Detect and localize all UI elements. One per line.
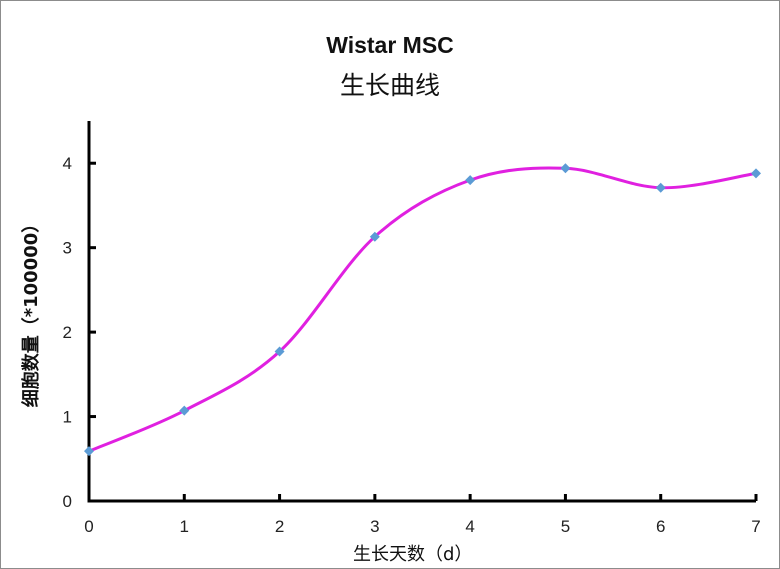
y-tick-label: 4 xyxy=(63,154,72,173)
data-point-marker xyxy=(465,175,476,186)
x-tick-label: 2 xyxy=(275,517,284,536)
data-point-marker xyxy=(84,446,94,457)
data-point-marker xyxy=(369,231,380,242)
chart-subtitle: 生长曲线 xyxy=(339,71,440,100)
chart-title: Wistar MSC xyxy=(326,32,454,58)
y-tick-label: 2 xyxy=(63,323,72,342)
x-tick-label: 0 xyxy=(84,517,93,536)
tick-labels: 0 1 2 3 4 0 1 2 3 4 5 6 7 xyxy=(63,154,761,536)
x-tick-label: 1 xyxy=(180,517,189,536)
x-tick-label: 6 xyxy=(656,517,665,536)
y-axis-label: 细胞数量（*100000） xyxy=(21,214,42,408)
y-tick-label: 1 xyxy=(63,408,72,427)
data-point-marker xyxy=(655,182,666,193)
data-point-marker xyxy=(274,346,285,357)
x-tick-label: 3 xyxy=(370,517,379,536)
data-point-marker xyxy=(179,405,190,416)
axes xyxy=(87,121,758,503)
data-point-marker xyxy=(751,168,761,179)
x-tick-label: 4 xyxy=(465,517,474,536)
x-axis-label: 生长天数（d） xyxy=(353,544,473,565)
data-point-marker xyxy=(560,163,571,174)
y-tick-label: 3 xyxy=(63,239,72,258)
data-line xyxy=(88,166,757,453)
x-tick-label: 7 xyxy=(751,517,760,536)
x-tick-label: 5 xyxy=(561,517,570,536)
data-markers xyxy=(84,163,761,457)
y-tick-label: 0 xyxy=(63,492,72,511)
